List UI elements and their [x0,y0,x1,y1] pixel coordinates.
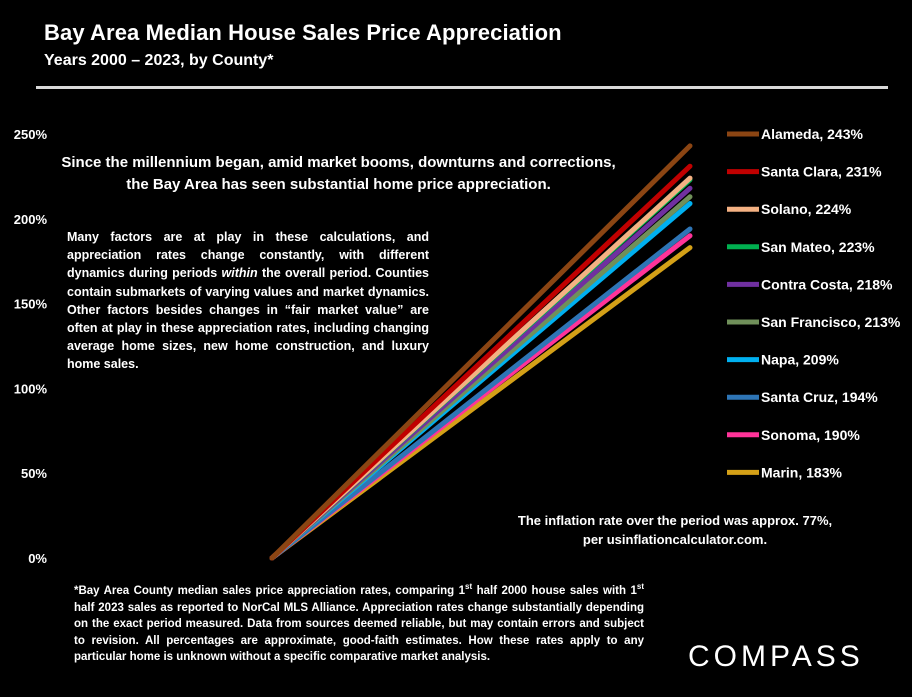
footnote-sup-1: st [465,582,473,592]
title-divider [36,86,888,89]
legend-label: Santa Clara, 231% [761,164,882,180]
footnote-sup-2: st [636,582,644,592]
chart-title: Bay Area Median House Sales Price Apprec… [44,20,562,45]
y-tick-label: 200% [14,212,48,227]
footnote-text-1: *Bay Area County median sales price appr… [74,585,466,597]
inflation-note: The inflation rate over the period was a… [517,513,833,547]
legend: Alameda, 243% Santa Clara, 231% Solano, 22… [727,126,901,480]
legend-label: Contra Costa, 218% [761,276,893,292]
y-tick-label: 150% [14,297,48,312]
factors-text-1: Many factors are at play in these calcul… [67,230,429,281]
legend-label: Alameda, 243% [761,126,863,142]
chart-subtitle: Years 2000 – 2023, by County* [44,52,274,69]
legend-label: Solano, 224% [761,201,852,217]
compass-logo: COMPASS [688,640,864,673]
legend-label: Marin, 183% [761,464,842,480]
headline-annotation: Since the millennium began, amid market … [61,154,616,193]
y-tick-label: 0% [28,551,47,566]
series-lines [269,143,693,561]
footnote-text-2: half 2000 house sales with 1 [472,585,637,597]
y-tick-label: 100% [14,381,48,396]
legend-label: Napa, 209% [761,352,839,368]
factors-annotation: Many factors are at play in these calcul… [67,228,429,374]
legend-label: Sonoma, 190% [761,427,860,443]
legend-label: Santa Cruz, 194% [761,389,878,405]
legend-label: San Francisco, 213% [761,314,901,330]
series-line [269,226,693,561]
factors-emphasis: within [221,266,258,281]
y-tick-label: 250% [14,127,48,142]
footnote: *Bay Area County median sales price appr… [74,583,644,666]
y-tick-label: 50% [21,466,47,481]
y-axis: 0% 50% 100% 150% 200% 250% [14,127,48,566]
legend-label: San Mateo, 223% [761,239,875,255]
factors-text-2: the overall period. Counties contain sub… [67,266,429,372]
footnote-text-3: half 2023 sales as reported to NorCal ML… [74,601,644,664]
series-line [269,143,693,561]
